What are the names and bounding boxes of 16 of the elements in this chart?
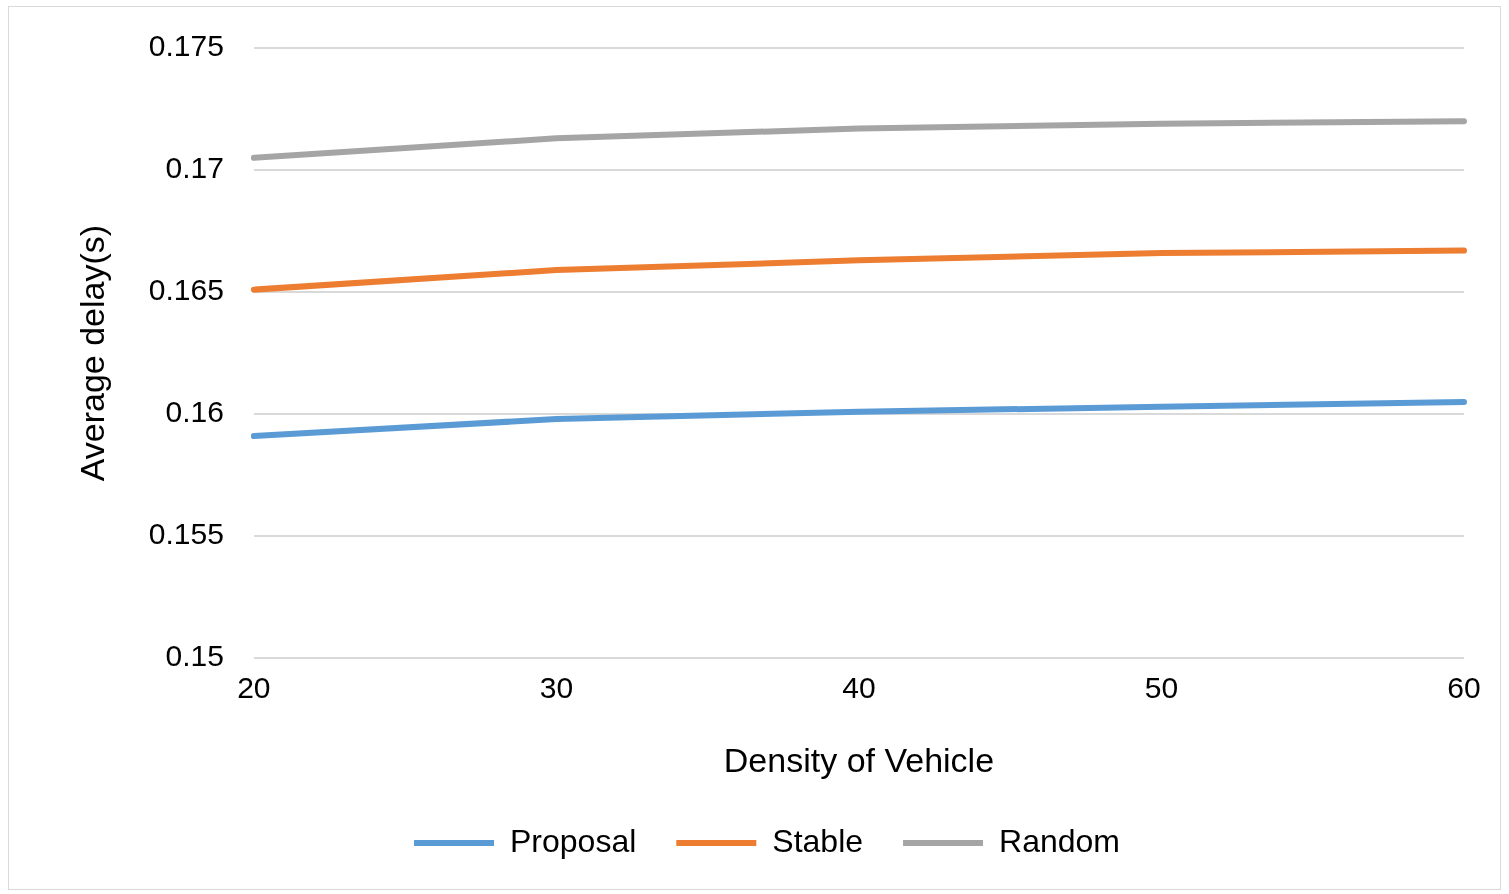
y-tick-label: 0.15: [165, 639, 224, 673]
x-tick-label: 30: [539, 671, 574, 705]
legend-label: Proposal: [510, 822, 637, 859]
y-axis-title: Average delay(s): [72, 224, 111, 482]
x-tick-label: 60: [1447, 671, 1481, 705]
y-tick-label: 0.175: [148, 29, 224, 63]
x-axis-title: Density of Vehicle: [723, 740, 995, 779]
legend-label: Stable: [772, 822, 864, 859]
y-tick-label: 0.155: [148, 517, 224, 551]
legend-label: Random: [999, 822, 1120, 859]
x-tick-label: 40: [842, 671, 876, 705]
x-tick-label: 50: [1144, 671, 1179, 705]
y-tick-label: 0.17: [165, 151, 224, 185]
x-tick-label: 20: [237, 671, 271, 705]
y-tick-label: 0.165: [148, 273, 224, 307]
y-tick-label: 0.16: [165, 395, 224, 429]
